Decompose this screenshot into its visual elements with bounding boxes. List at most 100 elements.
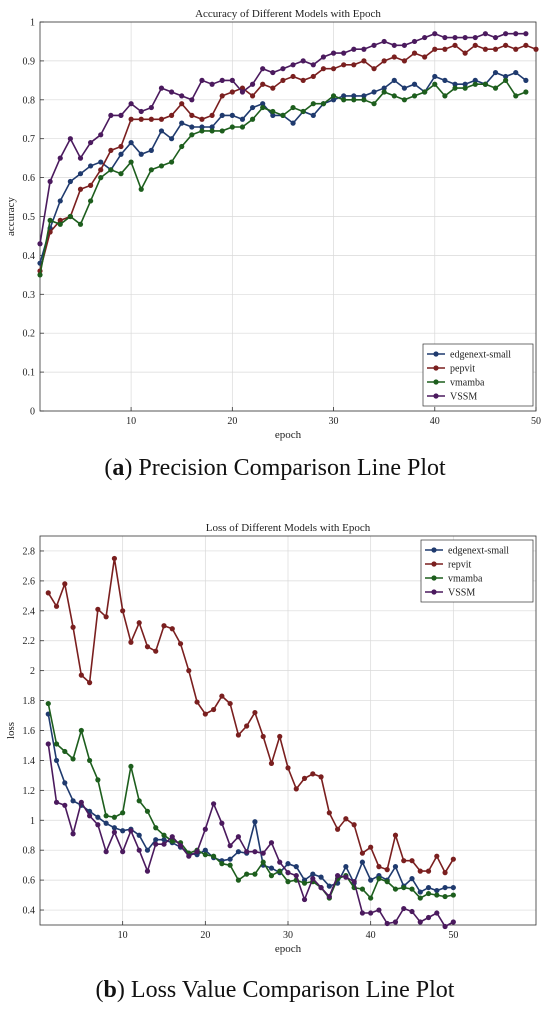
data-point [330, 50, 337, 56]
data-point [482, 81, 488, 87]
data-point [194, 849, 200, 855]
data-point [318, 774, 324, 780]
data-point [326, 883, 332, 889]
data-point [422, 54, 428, 60]
data-point [128, 763, 134, 770]
data-point [310, 871, 316, 877]
data-point [392, 864, 399, 870]
data-point [351, 93, 357, 99]
y-tick-label: 1 [30, 18, 35, 29]
data-point [452, 34, 458, 41]
data-point [87, 757, 93, 764]
series-vssm [37, 31, 529, 247]
data-point [320, 54, 327, 60]
data-point [384, 879, 390, 885]
y-tick-label: 2 [30, 666, 35, 677]
data-point [144, 808, 151, 814]
data-point [95, 606, 101, 612]
data-point [442, 46, 448, 52]
data-point [376, 864, 382, 870]
data-point [57, 155, 63, 161]
y-tick-label: 0.4 [23, 906, 36, 917]
data-point [330, 66, 337, 72]
y-tick-label: 1.8 [23, 696, 36, 707]
data-point [401, 858, 407, 864]
data-point [359, 859, 365, 865]
data-point [111, 829, 117, 835]
data-point [422, 34, 428, 41]
data-point [161, 832, 167, 838]
data-point [462, 81, 468, 87]
data-point [153, 837, 159, 843]
legend-swatch-marker [433, 365, 439, 371]
data-point [95, 814, 101, 820]
data-point [270, 108, 276, 115]
data-point [301, 775, 308, 781]
data-point [513, 31, 519, 37]
data-point [434, 892, 440, 898]
data-point [409, 908, 415, 915]
x-tick-label: 10 [126, 416, 136, 427]
data-point [103, 614, 109, 620]
data-point [108, 167, 114, 173]
data-point [401, 85, 408, 91]
legend-label: pepvit [450, 364, 475, 375]
x-axis-label: epoch [275, 943, 302, 955]
data-point [120, 828, 126, 834]
data-point [189, 112, 195, 118]
x-tick-label: 10 [118, 930, 128, 941]
data-point [77, 171, 84, 177]
data-point [136, 798, 142, 804]
data-point [78, 799, 84, 805]
data-point [300, 58, 306, 64]
data-point [320, 101, 327, 107]
data-point [169, 838, 175, 844]
data-point [158, 128, 165, 134]
data-point [310, 62, 316, 68]
caption-b: (b) Loss Value Comparison Line Plot [95, 977, 455, 1003]
data-point [318, 884, 324, 891]
data-point [78, 727, 84, 734]
legend-swatch-marker [431, 561, 437, 567]
data-point [341, 93, 347, 99]
y-tick-label: 1.6 [23, 726, 36, 737]
data-point [177, 843, 184, 849]
data-point [371, 42, 377, 48]
data-point [169, 626, 175, 632]
data-point [260, 733, 266, 740]
data-point [177, 641, 184, 647]
data-point [368, 910, 374, 916]
data-point [268, 760, 275, 767]
accuracy-chart: 10 20 30 40 50 0 0.1 0.2 0.3 0.4 0.5 0.6 0.7 0.8 0.9 1 A… [5, 8, 541, 441]
data-point [219, 861, 225, 867]
data-point [425, 914, 432, 921]
data-point [326, 893, 332, 900]
data-point [301, 896, 308, 903]
data-point [472, 77, 478, 83]
data-point [401, 42, 408, 48]
data-point [320, 66, 327, 72]
data-point [219, 93, 225, 99]
data-point [88, 163, 94, 169]
data-point [341, 97, 347, 103]
data-point [148, 116, 154, 122]
data-point [351, 62, 357, 68]
data-point [249, 81, 256, 87]
data-point [361, 58, 367, 64]
data-point [227, 843, 233, 849]
data-point [417, 919, 423, 925]
data-point [384, 920, 390, 927]
data-point [136, 620, 142, 626]
data-point [227, 856, 233, 862]
data-point [161, 841, 167, 847]
y-tick-label: 2.8 [23, 546, 36, 557]
data-point [270, 69, 276, 76]
data-point [361, 93, 367, 99]
data-point [310, 876, 316, 882]
data-point [268, 840, 275, 846]
data-point [136, 847, 142, 853]
data-point [293, 873, 299, 879]
loss-chart: 10 20 30 40 50 0.4 0.6 0.8 1 1.2 1.4 1.6 1.8 2 2.2 2.4 2… [5, 522, 537, 955]
x-tick-label: 20 [200, 930, 210, 941]
data-point [462, 50, 468, 56]
